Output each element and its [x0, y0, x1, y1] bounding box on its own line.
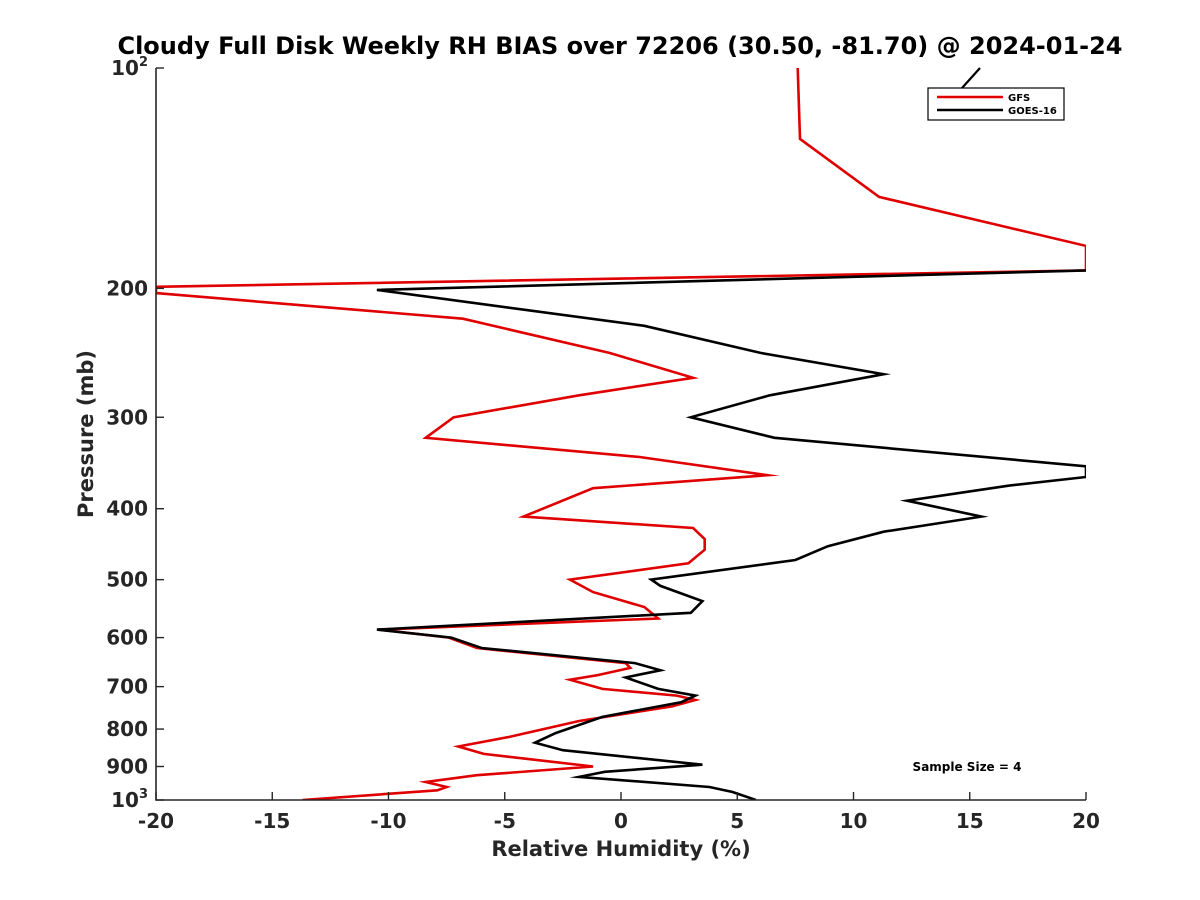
y-tick-label: 900: [106, 755, 148, 779]
y-tick-label: 103: [111, 787, 148, 812]
y-tick-label: 102: [111, 55, 148, 80]
y-tick-label: 400: [106, 497, 148, 521]
y-axis-label: Pressure (mb): [74, 350, 98, 518]
x-tick-label: 0: [614, 809, 628, 833]
series-layer: [156, 68, 1086, 800]
legend-label-gfs: GFS: [1008, 93, 1030, 104]
x-tick-label: 15: [956, 809, 984, 833]
x-tick-label: 5: [730, 809, 744, 833]
x-tick-label: -10: [370, 809, 406, 833]
series-line-goes16: [376, 269, 1086, 800]
x-tick-label: 20: [1072, 809, 1100, 833]
plot-area: -20 -15 -10 -5 0 5 10 15 20 102 200 300 400 500 600 70…: [106, 55, 1100, 833]
y-tick-label: 200: [106, 276, 148, 300]
chart-title: Cloudy Full Disk Weekly RH BIAS over 722…: [117, 32, 1122, 60]
sample-size-annotation: Sample Size = 4: [913, 760, 1022, 774]
y-tick-label: 300: [106, 405, 148, 429]
y-tick-label: 800: [106, 717, 148, 741]
x-axis-ticks: -20 -15 -10 -5 0 5 10 15 20: [138, 792, 1100, 833]
x-axis-label: Relative Humidity (%): [491, 837, 750, 861]
legend-label-goes16: GOES-16: [1008, 106, 1057, 117]
x-tick-label: -5: [494, 809, 516, 833]
y-axis-ticks: 102 200 300 400 500 600 700 800 900 103: [106, 55, 164, 812]
legend-box: [927, 87, 1065, 121]
x-tick-label: -15: [254, 809, 290, 833]
y-tick-label: 500: [106, 568, 148, 592]
y-tick-label: 600: [106, 626, 148, 650]
legend-leader-line: [961, 67, 981, 89]
legend: GFS GOES-16: [927, 67, 1065, 121]
y-tick-label: 700: [106, 675, 148, 699]
x-tick-label: -20: [138, 809, 174, 833]
x-tick-label: 10: [840, 809, 868, 833]
series-line-gfs: [156, 68, 1086, 800]
